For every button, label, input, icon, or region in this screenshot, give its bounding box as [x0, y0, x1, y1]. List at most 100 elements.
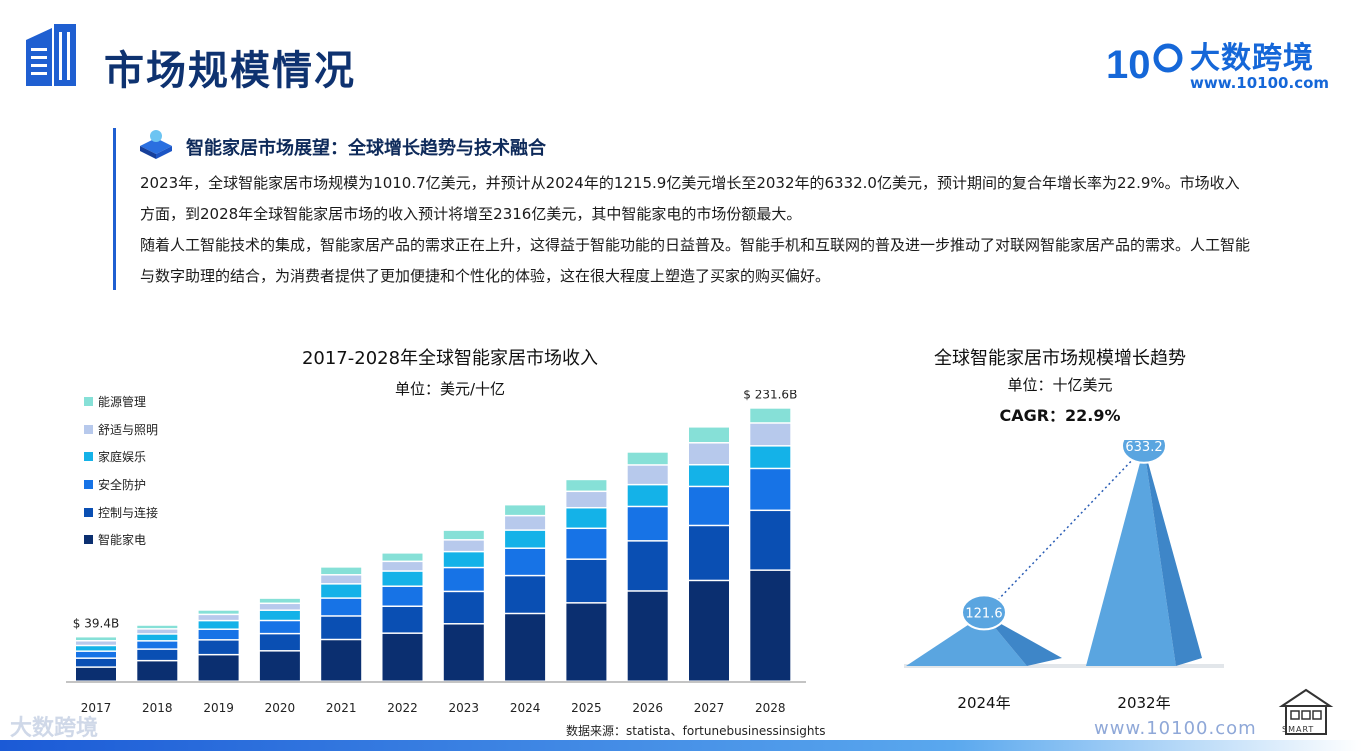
brand-logo-mark: 10	[1106, 43, 1151, 87]
bar-segment-2028-5	[750, 408, 791, 423]
legend-swatch	[84, 397, 93, 407]
legend-label: 控制与连接	[98, 505, 159, 520]
bar-segment-2020-2	[259, 621, 300, 633]
bar-segment-2021-0	[321, 640, 362, 681]
footer-url: www.10100.com	[1094, 718, 1257, 739]
bar-segment-2019-5	[198, 610, 239, 614]
bar-segment-2023-2	[443, 568, 484, 591]
trend-dotted-line	[983, 447, 1145, 615]
x-tick-2019: 2019	[203, 701, 234, 715]
bar-segment-2024-4	[505, 516, 546, 530]
legend-item-4: 控制与连接	[84, 498, 158, 526]
bar-segment-2022-4	[382, 562, 423, 571]
bar-segment-2018-5	[137, 625, 178, 629]
legend-swatch	[84, 480, 93, 490]
bar-segment-2017-4	[76, 641, 116, 645]
x-tick-2026: 2026	[632, 701, 663, 715]
legend-swatch	[84, 507, 93, 517]
bar-segment-2017-5	[76, 637, 116, 641]
bar-segment-2023-5	[443, 530, 484, 540]
bar-segment-2024-2	[505, 548, 546, 575]
trend-chart-title: 全球智能家居市场规模增长趋势	[934, 348, 1186, 369]
bar-segment-2025-3	[566, 508, 607, 528]
bar-segment-2024-0	[505, 614, 546, 681]
legend-label: 舒适与照明	[98, 422, 159, 437]
bar-segment-2028-1	[750, 511, 791, 570]
bar-segment-2019-0	[198, 655, 239, 681]
trend-peak-0	[906, 614, 1027, 666]
bar-segment-2021-5	[321, 567, 362, 575]
trend-value-bubble-0	[961, 594, 1007, 631]
bar-segment-2018-1	[137, 649, 178, 660]
trend-value-label-1: 633.2	[1125, 440, 1162, 455]
page-title: 市场规模情况	[104, 48, 356, 94]
x-tick-2028: 2028	[755, 701, 786, 715]
legend-swatch	[84, 452, 93, 462]
bar-chart-legend: 能源管理舒适与照明家庭娱乐安全防护控制与连接智能家电	[84, 388, 158, 554]
bar-segment-2023-3	[443, 552, 484, 567]
bar-segment-2018-0	[137, 661, 178, 681]
smart-house-icon	[1278, 688, 1334, 735]
bar-chart-title: 2017-2028年全球智能家居市场收入	[301, 348, 599, 369]
bar-segment-2024-3	[505, 530, 546, 548]
bar-segment-2020-4	[259, 604, 300, 610]
bar-segment-2018-2	[137, 641, 178, 649]
bar-segment-2026-5	[627, 452, 668, 465]
x-tick-2017: 2017	[81, 701, 112, 715]
trend-peak-shade-1	[1144, 447, 1202, 666]
bar-segment-2017-0	[76, 667, 116, 681]
legend-item-0: 能源管理	[84, 388, 158, 416]
data-label-2017: $ 39.4B	[73, 616, 119, 630]
bar-segment-2020-3	[259, 610, 300, 620]
x-tick-2018: 2018	[142, 701, 173, 715]
legend-item-1: 舒适与照明	[84, 416, 158, 444]
bar-segment-2019-4	[198, 615, 239, 620]
paragraph-drivers: 随着人工智能技术的集成，智能家居产品的需求正在上升，这得益于智能功能的日益普及。…	[140, 236, 1251, 285]
trend-area-chart: 2024年 2032年 121.6 633.2	[904, 440, 1224, 712]
x-tick-2024: 2024	[510, 701, 541, 715]
bar-segment-2025-5	[566, 480, 607, 491]
bar-segment-2017-1	[76, 658, 116, 667]
legend-label: 家庭娱乐	[98, 450, 147, 465]
legend-swatch	[84, 535, 93, 545]
bar-segment-2021-3	[321, 584, 362, 598]
bar-segment-2027-3	[689, 465, 729, 486]
bar-segment-2027-0	[689, 581, 729, 681]
bar-segment-2024-5	[505, 505, 546, 515]
data-source: 数据来源：statista、fortunebusinessinsights	[566, 724, 826, 738]
bar-segment-2021-4	[321, 575, 362, 584]
bar-segment-2027-5	[689, 427, 729, 443]
bar-segment-2027-2	[689, 487, 729, 525]
bar-segment-2025-0	[566, 603, 607, 681]
bar-segment-2023-4	[443, 540, 484, 551]
trend-x-label-1: 2032年	[1117, 694, 1170, 712]
trend-value-label-0: 121.6	[965, 606, 1002, 621]
bar-segment-2020-1	[259, 634, 300, 651]
cagr-label: CAGR：22.9%	[999, 406, 1121, 425]
x-tick-2020: 2020	[265, 701, 296, 715]
footer-gradient-bar	[0, 740, 1362, 751]
bar-segment-2028-4	[750, 423, 791, 446]
smart-label: SMART	[1282, 725, 1315, 734]
bar-segment-2025-1	[566, 559, 607, 603]
bar-segment-2025-4	[566, 492, 607, 507]
bar-segment-2025-2	[566, 529, 607, 559]
bar-segment-2022-1	[382, 606, 423, 633]
bar-segment-2022-5	[382, 553, 423, 561]
bar-segment-2022-2	[382, 586, 423, 606]
legend-label: 智能家电	[98, 533, 147, 548]
bar-segment-2019-3	[198, 621, 239, 629]
x-tick-2021: 2021	[326, 701, 357, 715]
bar-segment-2019-1	[198, 640, 239, 654]
bar-segment-2028-3	[750, 446, 791, 468]
data-label-2028: $ 231.6B	[743, 390, 797, 402]
trend-value-bubble-1	[1121, 440, 1167, 464]
bar-segment-2022-3	[382, 571, 423, 586]
cube-icon	[140, 130, 172, 159]
bar-segment-2018-4	[137, 629, 178, 634]
bar-segment-2026-0	[627, 591, 668, 681]
footer-brand: 大数跨境	[10, 716, 99, 741]
bar-chart-subtitle: 单位：美元/十亿	[394, 380, 506, 398]
bar-segment-2020-0	[259, 651, 300, 681]
legend-label: 安全防护	[98, 478, 147, 493]
